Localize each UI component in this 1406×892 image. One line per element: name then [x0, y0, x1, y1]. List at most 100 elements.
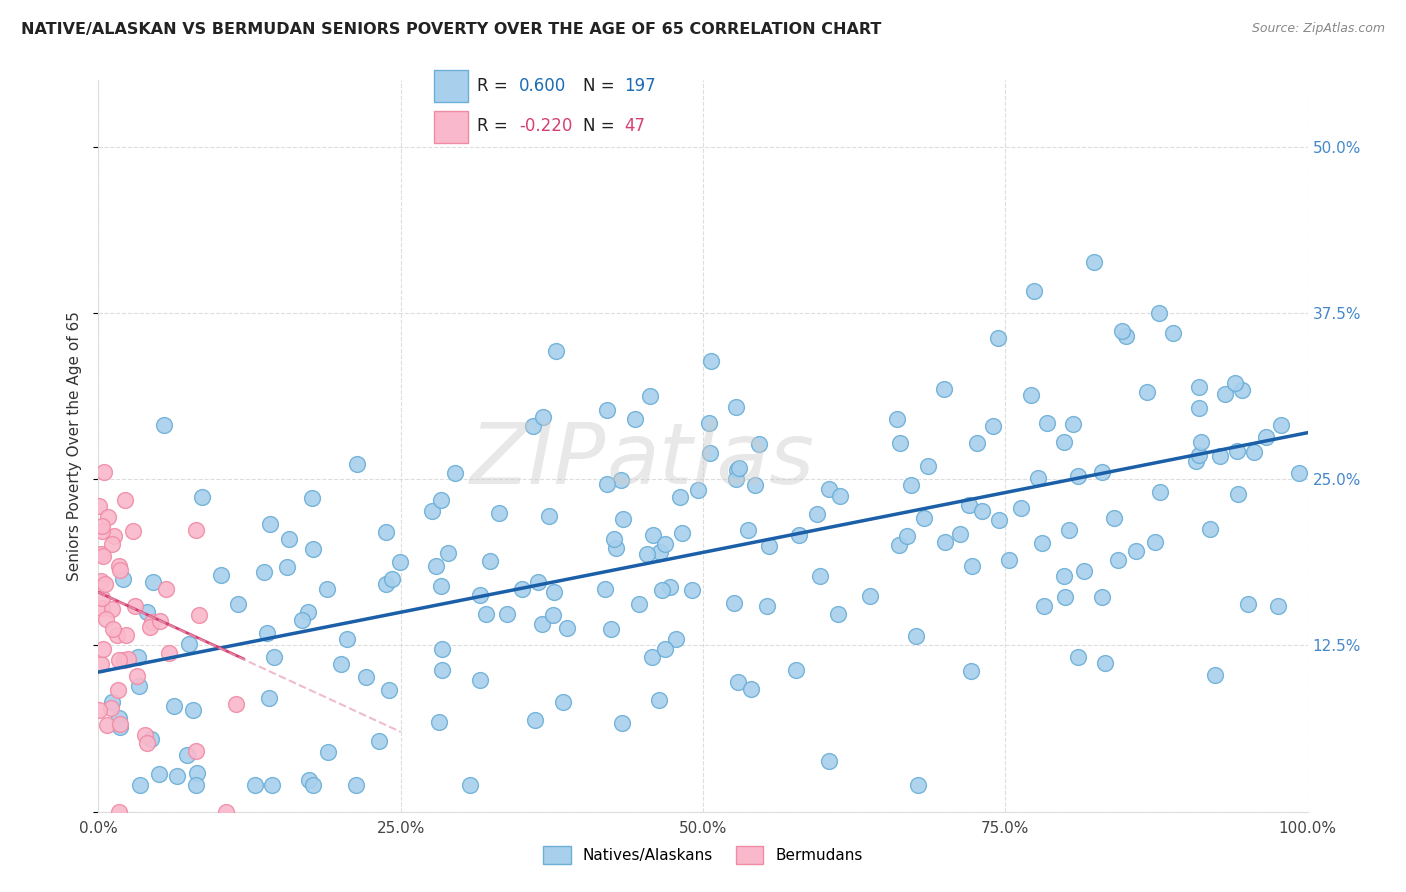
- Point: [1288, 467, 1310, 481]
- Point: [681, 582, 703, 597]
- Point: [522, 418, 544, 433]
- Point: [596, 403, 619, 417]
- Point: [276, 559, 298, 574]
- Point: [981, 419, 1004, 434]
- Point: [128, 679, 150, 693]
- Point: [907, 778, 929, 792]
- Point: [665, 632, 688, 647]
- Point: [153, 417, 176, 432]
- Point: [1149, 485, 1171, 500]
- Point: [91, 601, 114, 615]
- Point: [176, 748, 198, 763]
- Point: [91, 519, 114, 533]
- Point: [122, 524, 145, 538]
- Point: [648, 693, 671, 707]
- Point: [1199, 522, 1222, 536]
- Point: [90, 547, 112, 561]
- Point: [904, 630, 927, 644]
- Point: [278, 533, 301, 547]
- Point: [859, 589, 882, 603]
- Point: [596, 476, 619, 491]
- Point: [346, 457, 368, 471]
- Point: [103, 529, 125, 543]
- Point: [960, 664, 983, 678]
- Point: [188, 608, 211, 623]
- Point: [785, 663, 807, 677]
- Point: [648, 545, 671, 559]
- Point: [787, 527, 810, 541]
- Point: [510, 582, 533, 597]
- Point: [142, 574, 165, 589]
- Point: [1270, 417, 1292, 432]
- Point: [127, 649, 149, 664]
- Point: [1237, 597, 1260, 611]
- Point: [531, 410, 554, 425]
- Point: [671, 525, 693, 540]
- Point: [107, 627, 129, 641]
- Point: [537, 508, 560, 523]
- Text: R =: R =: [478, 117, 513, 136]
- Point: [336, 632, 359, 647]
- Point: [90, 574, 112, 588]
- Point: [375, 577, 398, 591]
- Point: [139, 732, 162, 747]
- Point: [444, 466, 467, 480]
- Point: [1184, 454, 1206, 468]
- Point: [316, 745, 339, 759]
- Point: [114, 492, 136, 507]
- Point: [1107, 553, 1129, 567]
- Point: [1036, 416, 1059, 430]
- Point: [430, 578, 453, 592]
- Point: [523, 713, 546, 727]
- Point: [90, 591, 112, 606]
- Point: [108, 805, 131, 819]
- Point: [184, 744, 207, 758]
- Point: [100, 701, 122, 715]
- Point: [87, 500, 110, 514]
- Point: [1102, 511, 1125, 525]
- Point: [546, 343, 568, 358]
- Point: [640, 389, 662, 403]
- Point: [253, 566, 276, 580]
- Point: [91, 641, 114, 656]
- Point: [157, 646, 180, 660]
- Point: [1066, 650, 1088, 665]
- Text: N =: N =: [582, 77, 620, 95]
- Point: [889, 436, 911, 450]
- Point: [107, 559, 129, 574]
- Point: [330, 657, 353, 671]
- Point: [541, 607, 564, 622]
- Point: [297, 605, 319, 619]
- Point: [600, 622, 623, 636]
- Point: [966, 435, 988, 450]
- Point: [1213, 386, 1236, 401]
- Point: [260, 778, 283, 792]
- Point: [110, 717, 132, 731]
- Point: [605, 541, 627, 555]
- Point: [243, 778, 266, 792]
- Point: [1057, 523, 1080, 537]
- Point: [628, 597, 651, 611]
- Point: [381, 572, 404, 586]
- Point: [101, 601, 124, 615]
- Point: [112, 653, 135, 667]
- Point: [155, 582, 177, 596]
- Point: [1031, 536, 1053, 550]
- Point: [1161, 326, 1184, 340]
- Point: [93, 465, 115, 479]
- Point: [1010, 501, 1032, 516]
- Point: [737, 524, 759, 538]
- Point: [830, 489, 852, 503]
- Point: [1188, 448, 1211, 462]
- Point: [1091, 590, 1114, 604]
- Point: [496, 607, 519, 621]
- Point: [186, 765, 208, 780]
- Point: [1147, 306, 1170, 320]
- Point: [1053, 569, 1076, 583]
- Point: [101, 537, 124, 551]
- Text: 0.600: 0.600: [519, 77, 567, 95]
- Point: [725, 401, 748, 415]
- Text: N =: N =: [582, 117, 620, 136]
- Point: [378, 682, 401, 697]
- Point: [949, 527, 972, 541]
